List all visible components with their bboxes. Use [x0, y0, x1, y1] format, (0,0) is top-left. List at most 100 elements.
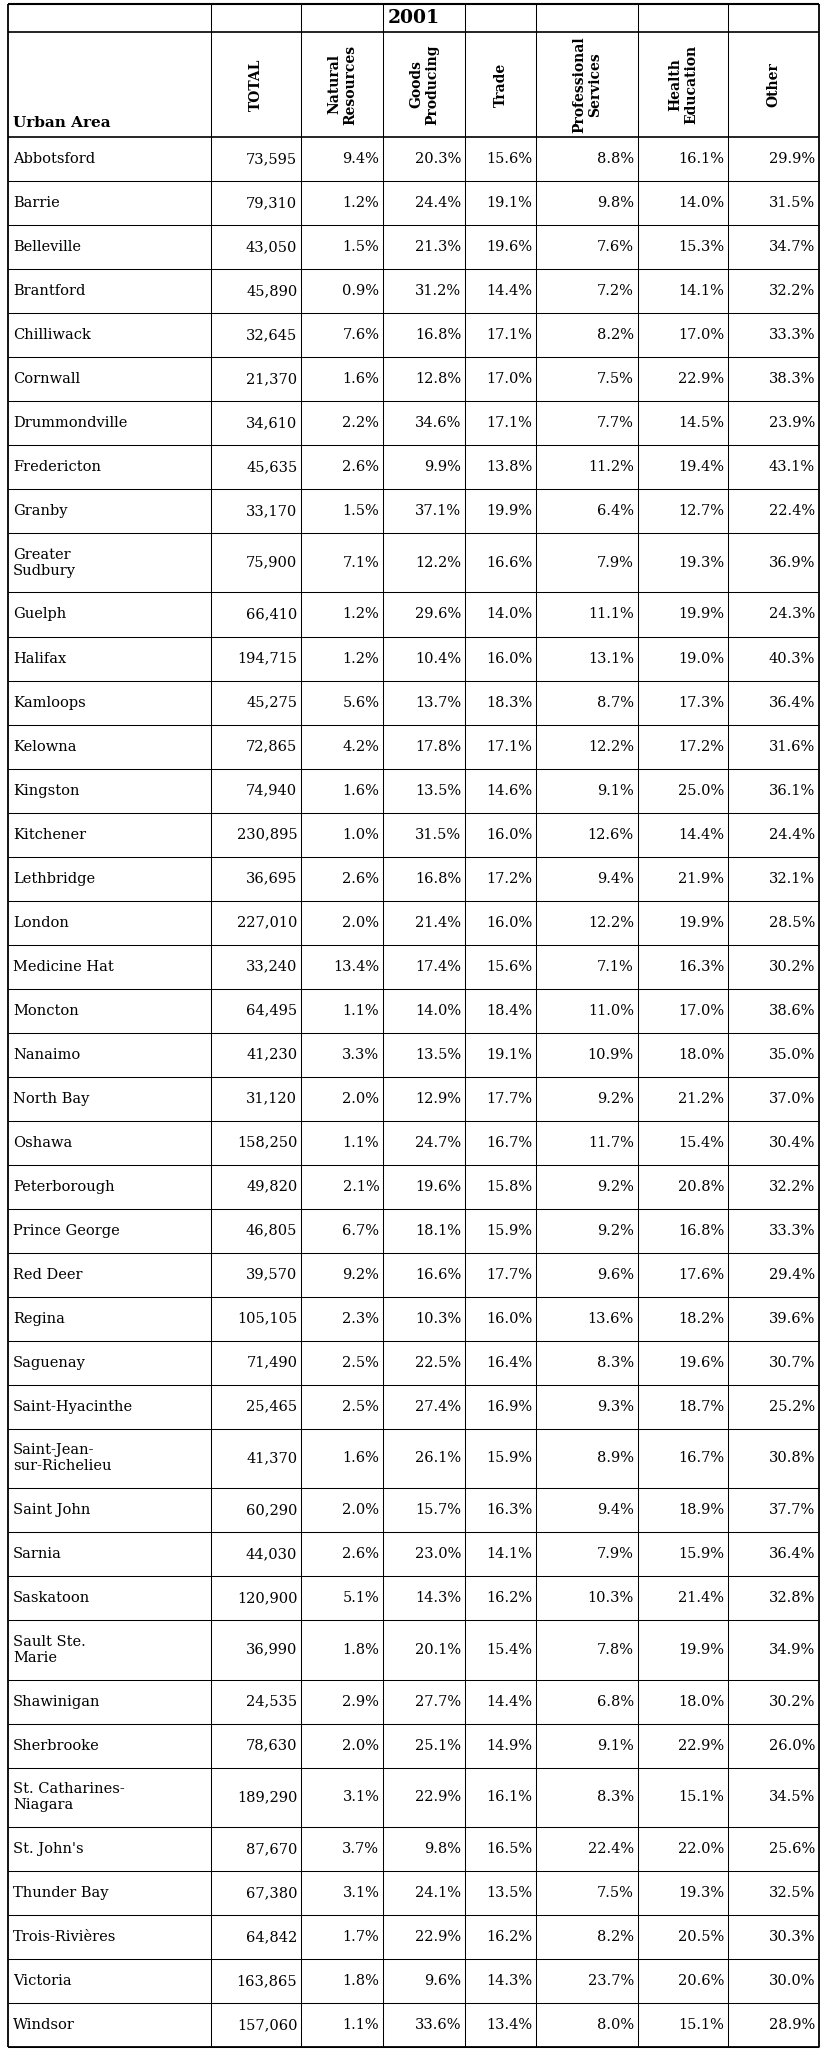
Text: 21.4%: 21.4%: [678, 1591, 724, 1605]
Text: 15.9%: 15.9%: [486, 1223, 532, 1237]
Text: Brantford: Brantford: [13, 284, 85, 298]
Text: 157,060: 157,060: [237, 2018, 298, 2032]
Text: 24.4%: 24.4%: [769, 828, 815, 840]
Text: 45,635: 45,635: [246, 460, 298, 475]
Text: 16.3%: 16.3%: [678, 960, 724, 974]
Text: 37.0%: 37.0%: [768, 1091, 815, 1106]
Text: 17.3%: 17.3%: [678, 695, 724, 709]
Text: 9.4%: 9.4%: [597, 1502, 633, 1517]
Text: 25,465: 25,465: [246, 1399, 298, 1414]
Text: 30.2%: 30.2%: [768, 960, 815, 974]
Text: 19.9%: 19.9%: [678, 1642, 724, 1656]
Text: 11.2%: 11.2%: [588, 460, 633, 475]
Text: 1.1%: 1.1%: [342, 1003, 380, 1017]
Text: 45,275: 45,275: [246, 695, 298, 709]
Text: 10.4%: 10.4%: [415, 651, 461, 666]
Text: 19.3%: 19.3%: [678, 555, 724, 569]
Text: 36.1%: 36.1%: [769, 783, 815, 797]
Text: 38.3%: 38.3%: [768, 372, 815, 386]
Text: 18.3%: 18.3%: [485, 695, 532, 709]
Text: 64,495: 64,495: [246, 1003, 298, 1017]
Text: 8.3%: 8.3%: [597, 1356, 633, 1369]
Text: 12.7%: 12.7%: [678, 503, 724, 518]
Text: 13.4%: 13.4%: [486, 2018, 532, 2032]
Text: 9.6%: 9.6%: [597, 1268, 633, 1282]
Text: 44,030: 44,030: [246, 1547, 298, 1562]
Text: 24.4%: 24.4%: [415, 195, 461, 210]
Text: 30.4%: 30.4%: [768, 1136, 815, 1149]
Text: Sault Ste.
Marie: Sault Ste. Marie: [13, 1634, 86, 1665]
Text: 3.7%: 3.7%: [342, 1841, 380, 1856]
Text: 32.5%: 32.5%: [769, 1886, 815, 1901]
Text: Health
Education: Health Education: [668, 45, 698, 123]
Text: 22.0%: 22.0%: [678, 1841, 724, 1856]
Text: 12.2%: 12.2%: [588, 917, 633, 929]
Text: 17.4%: 17.4%: [415, 960, 461, 974]
Text: 19.0%: 19.0%: [678, 651, 724, 666]
Text: 1.8%: 1.8%: [342, 1975, 380, 1987]
Text: 19.6%: 19.6%: [678, 1356, 724, 1369]
Text: 12.2%: 12.2%: [588, 740, 633, 754]
Text: 1.2%: 1.2%: [342, 195, 380, 210]
Text: 10.3%: 10.3%: [587, 1591, 633, 1605]
Text: 45,890: 45,890: [246, 284, 298, 298]
Text: 9.3%: 9.3%: [597, 1399, 633, 1414]
Text: 30.0%: 30.0%: [768, 1975, 815, 1987]
Text: Chilliwack: Chilliwack: [13, 329, 91, 341]
Text: 14.6%: 14.6%: [486, 783, 532, 797]
Text: 18.4%: 18.4%: [486, 1003, 532, 1017]
Text: 22.9%: 22.9%: [415, 1930, 461, 1944]
Text: 1.1%: 1.1%: [342, 1136, 380, 1149]
Text: 14.0%: 14.0%: [678, 195, 724, 210]
Text: 1.1%: 1.1%: [342, 2018, 380, 2032]
Text: 163,865: 163,865: [237, 1975, 298, 1987]
Text: 9.4%: 9.4%: [597, 871, 633, 886]
Text: 2.6%: 2.6%: [342, 1547, 380, 1562]
Text: 7.5%: 7.5%: [597, 372, 633, 386]
Text: 105,105: 105,105: [237, 1311, 298, 1325]
Text: 10.3%: 10.3%: [415, 1311, 461, 1325]
Text: Windsor: Windsor: [13, 2018, 75, 2032]
Text: Granby: Granby: [13, 503, 68, 518]
Text: 10.9%: 10.9%: [588, 1048, 633, 1062]
Text: 9.2%: 9.2%: [597, 1091, 633, 1106]
Text: 6.4%: 6.4%: [597, 503, 633, 518]
Text: 27.7%: 27.7%: [415, 1695, 461, 1708]
Text: 14.1%: 14.1%: [678, 284, 724, 298]
Text: 14.1%: 14.1%: [486, 1547, 532, 1562]
Text: 2.0%: 2.0%: [342, 917, 380, 929]
Text: 17.0%: 17.0%: [678, 1003, 724, 1017]
Text: 2.9%: 2.9%: [342, 1695, 380, 1708]
Text: Professional
Services: Professional Services: [571, 37, 602, 134]
Text: 31,120: 31,120: [246, 1091, 298, 1106]
Text: 8.2%: 8.2%: [597, 1930, 633, 1944]
Text: 17.7%: 17.7%: [486, 1091, 532, 1106]
Text: 16.8%: 16.8%: [415, 871, 461, 886]
Text: 49,820: 49,820: [246, 1180, 298, 1194]
Text: 30.7%: 30.7%: [768, 1356, 815, 1369]
Text: 19.3%: 19.3%: [678, 1886, 724, 1901]
Text: 33,170: 33,170: [246, 503, 298, 518]
Text: 1.7%: 1.7%: [342, 1930, 380, 1944]
Text: 1.8%: 1.8%: [342, 1642, 380, 1656]
Text: 37.7%: 37.7%: [769, 1502, 815, 1517]
Text: 20.1%: 20.1%: [415, 1642, 461, 1656]
Text: Saskatoon: Saskatoon: [13, 1591, 90, 1605]
Text: 16.0%: 16.0%: [485, 828, 532, 840]
Text: 38.6%: 38.6%: [768, 1003, 815, 1017]
Text: Oshawa: Oshawa: [13, 1136, 72, 1149]
Text: Natural
Resources: Natural Resources: [327, 45, 357, 125]
Text: 14.4%: 14.4%: [486, 1695, 532, 1708]
Text: 27.4%: 27.4%: [415, 1399, 461, 1414]
Text: 2.0%: 2.0%: [342, 1739, 380, 1753]
Text: 36,990: 36,990: [246, 1642, 298, 1656]
Text: 79,310: 79,310: [246, 195, 298, 210]
Text: 17.2%: 17.2%: [678, 740, 724, 754]
Text: 20.6%: 20.6%: [678, 1975, 724, 1987]
Text: Prince George: Prince George: [13, 1223, 120, 1237]
Text: 23.0%: 23.0%: [415, 1547, 461, 1562]
Text: Sarnia: Sarnia: [13, 1547, 62, 1562]
Text: 17.0%: 17.0%: [486, 372, 532, 386]
Text: 7.6%: 7.6%: [597, 240, 633, 255]
Text: 14.9%: 14.9%: [486, 1739, 532, 1753]
